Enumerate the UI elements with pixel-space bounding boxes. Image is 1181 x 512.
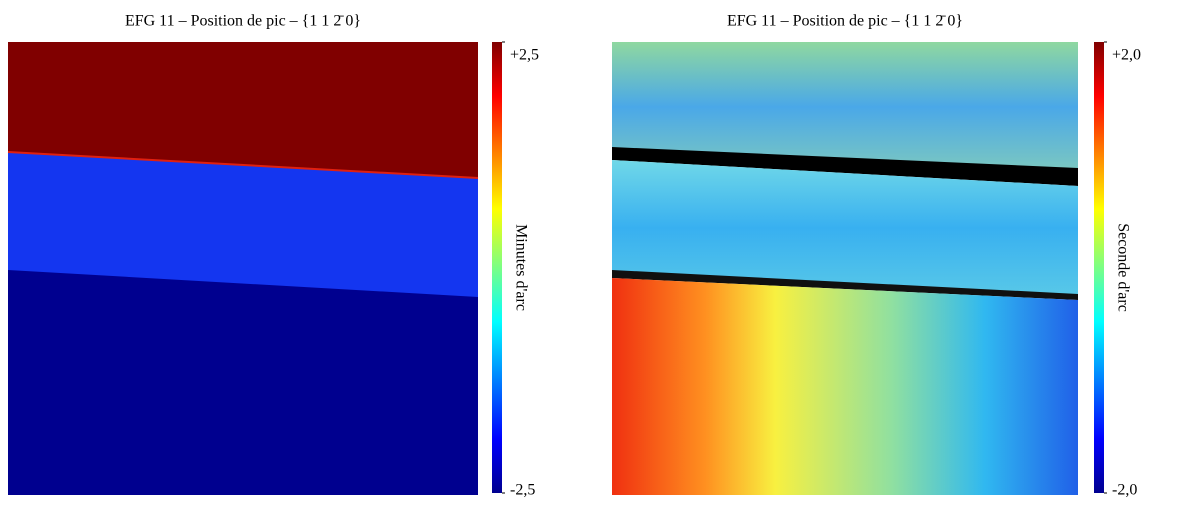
left-map <box>7 42 479 495</box>
colorbar <box>492 42 502 493</box>
right-map <box>612 42 1078 495</box>
chart-title: EFG 11 – Position de pic – {1 1 2̄ 0} <box>125 13 361 30</box>
colorbar-label: Minutes d'arc <box>512 224 529 311</box>
colorbar-tick-label: +2,5 <box>510 47 539 64</box>
colorbar-tick-label: -2,5 <box>510 482 535 499</box>
chart-title: EFG 11 – Position de pic – {1 1 2̄ 0} <box>727 13 963 30</box>
colorbar-label: Seconde d'arc <box>1114 223 1131 312</box>
colorbar-tick-label: +2,0 <box>1112 47 1141 64</box>
colorbar <box>1094 42 1104 493</box>
colorbar-tick-label: -2,0 <box>1112 482 1137 499</box>
